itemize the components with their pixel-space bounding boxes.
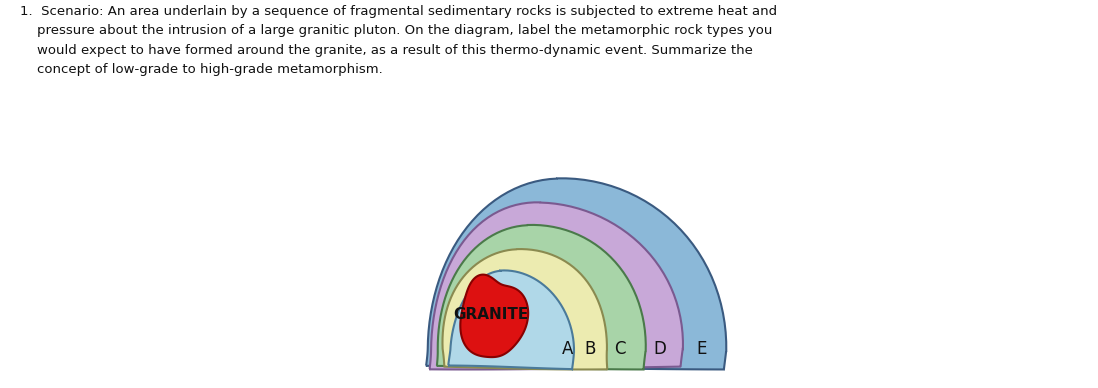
Polygon shape xyxy=(460,275,528,357)
Text: GRANITE: GRANITE xyxy=(453,307,528,322)
Text: A: A xyxy=(561,340,573,358)
Polygon shape xyxy=(437,225,646,369)
Polygon shape xyxy=(429,203,683,369)
Text: D: D xyxy=(653,340,666,358)
Polygon shape xyxy=(426,178,726,369)
Text: E: E xyxy=(696,340,707,358)
Polygon shape xyxy=(448,270,574,369)
Polygon shape xyxy=(442,249,607,369)
Text: B: B xyxy=(585,340,596,358)
Text: 1.  Scenario: An area underlain by a sequence of fragmental sedimentary rocks is: 1. Scenario: An area underlain by a sequ… xyxy=(20,5,777,76)
Text: C: C xyxy=(615,340,626,358)
